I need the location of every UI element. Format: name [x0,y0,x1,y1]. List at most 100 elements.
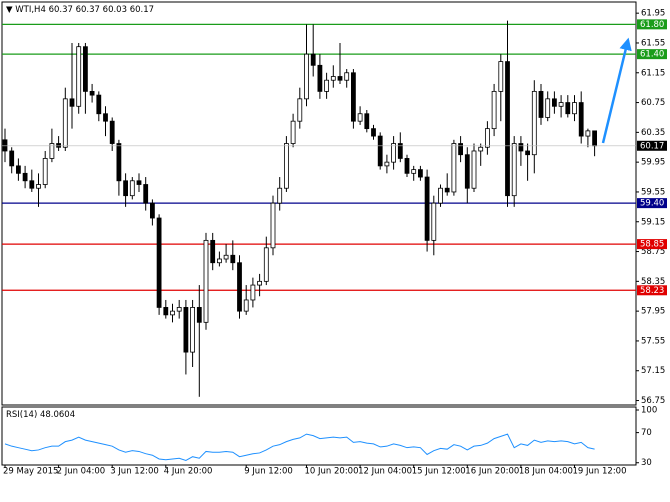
plot: 61.95 61.55 61.15 60.75 60.35 59.95 59.55 59.15… [2,9,667,477]
level-tag [637,198,667,209]
candle-body [505,61,510,197]
candle-body [116,143,122,182]
level-tag [637,285,667,296]
level-label: 58.85 [640,240,664,250]
candle-body [109,120,115,144]
candle-body [223,254,229,260]
candle-body [42,158,48,185]
y-tick-label: 59.55 [641,187,665,197]
candle-body [103,113,108,122]
candle-body [210,239,216,264]
candle-body [451,143,457,193]
rsi-tick-label: 30 [641,458,652,468]
candle-body [36,184,41,189]
rsi-frame [1,406,637,466]
candle-body [277,187,283,204]
symbol: WTI,H4 [15,5,46,15]
arrow [601,37,632,144]
candle-body [290,120,296,144]
candle-body [525,150,530,156]
y-tick-label: 59.15 [641,217,665,227]
candle-body [49,143,55,159]
high: 60.37 [76,5,100,15]
candle-body [565,102,571,115]
y-tick-label: 58.35 [641,277,665,287]
level-label: 59.40 [640,199,664,209]
candle-body [438,187,443,204]
y-tick-label: 61.15 [641,68,665,78]
candle-body [250,284,256,301]
candle-body [297,98,303,122]
candle-body [458,143,464,156]
candle-body [324,79,330,92]
candle-body [304,53,309,100]
candle-body [76,46,82,107]
candle-body [96,94,102,115]
x-tick-label: 2 Jun 04:00 [57,467,106,477]
candle-body [317,64,323,92]
rsi-line [4,433,595,462]
candle-body [545,98,551,118]
y-tick-label: 61.55 [641,38,665,48]
candle-body [511,143,517,197]
candle-body [357,113,363,122]
candle-body [371,128,376,137]
x-tick-label: 9 Jun 12:00 [244,467,293,477]
x-tick-label: 10 Jun 20:00 [305,467,359,477]
candle-body [170,310,175,316]
candle-body [424,176,430,241]
candle-body [29,180,35,189]
open: 60.37 [49,5,73,15]
candle-body [478,146,484,152]
candle-body [484,128,490,148]
candle-body [230,254,236,264]
candle-body [350,72,356,122]
x-tick-label: 12 Jun 04:00 [358,467,412,477]
candle-body [149,202,155,219]
candle-body [552,98,557,107]
candle-body [397,143,403,159]
rsi-header: RSI(14) 48.0604 [6,410,75,420]
level-tag [637,19,667,30]
y-tick-label: 57.55 [641,336,665,346]
y-tick-label: 57.15 [641,366,665,376]
candle-body [237,262,242,312]
candle-body [56,143,61,148]
y-tick-label: 57.95 [641,307,665,317]
candle-body [216,258,222,264]
candle-body [364,113,370,130]
candle-body [69,98,75,107]
candle-body [444,187,450,193]
candle-body [417,169,423,178]
candle-body [2,139,8,152]
candle-body [384,161,390,167]
candle-body [518,143,524,152]
level-label: 61.40 [640,50,664,60]
candle-body [62,98,68,148]
candle-body [89,90,95,96]
candle-body [196,307,202,323]
candle-body [558,102,564,107]
rsi-name: RSI(14) [6,410,37,420]
candle-body [123,180,128,197]
candle-body [129,180,135,197]
candle-body [176,307,182,312]
candle-body [163,307,169,316]
candle-body [203,239,209,323]
candle-body [391,143,397,163]
x-tick-label: 16 Jun 20:00 [465,467,519,477]
candle-body [498,61,504,92]
x-tick-label: 4 Jun 20:00 [164,467,213,477]
candle-body [310,53,316,66]
candle-body [330,76,336,81]
price-label: 60.17 [640,141,664,151]
y-tick-label: 60.75 [641,98,665,108]
candle-body [404,158,410,174]
candle-body [377,135,383,167]
candle-body [83,46,88,92]
candle-body [431,202,437,241]
y-tick-label: 59.95 [641,158,665,168]
candle-body [491,90,497,130]
rsi-tick-label: 70 [641,428,652,438]
